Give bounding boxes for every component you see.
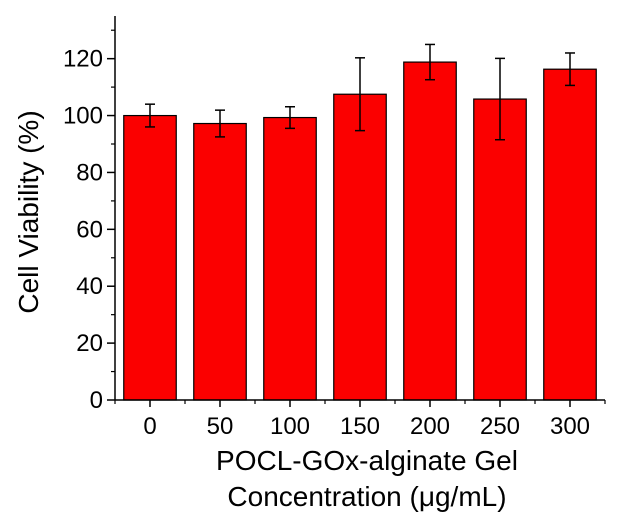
bar-50: [193, 122, 247, 401]
x-tick-label-100: 100: [270, 413, 310, 440]
y-tick-label-60: 60: [76, 216, 103, 243]
bar-0: [123, 114, 177, 401]
bar-250: [473, 98, 527, 401]
x-tick-label-0: 0: [143, 413, 156, 440]
x-tick-label-300: 300: [550, 413, 590, 440]
y-axis-label: Cell Viability (%): [13, 110, 44, 313]
bar-150: [333, 93, 387, 401]
y-tick-label-40: 40: [76, 273, 103, 300]
error-bars: [145, 43, 575, 141]
y-tick-label-80: 80: [76, 159, 103, 186]
x-axis: 0 50 100 150 200 250 300: [114, 399, 606, 440]
y-tick-label-100: 100: [63, 103, 103, 130]
x-tick-label-50: 50: [207, 413, 234, 440]
x-tick-label-200: 200: [410, 413, 450, 440]
x-tick-label-150: 150: [340, 413, 380, 440]
y-tick-label-20: 20: [76, 330, 103, 357]
x-tick-label-250: 250: [480, 413, 520, 440]
bar-100: [263, 116, 317, 401]
y-tick-label-0: 0: [90, 387, 103, 414]
bars: [123, 61, 597, 401]
bar-300: [543, 68, 597, 401]
bar-200: [403, 61, 457, 401]
y-tick-label-120: 120: [63, 46, 103, 73]
y-axis: 0 20 40 60 80 100 120: [63, 16, 116, 414]
x-axis-label-line1: POCL-GOx-alginate Gel: [216, 445, 518, 476]
x-axis-label-line2: Concentration (μg/mL): [227, 481, 506, 512]
